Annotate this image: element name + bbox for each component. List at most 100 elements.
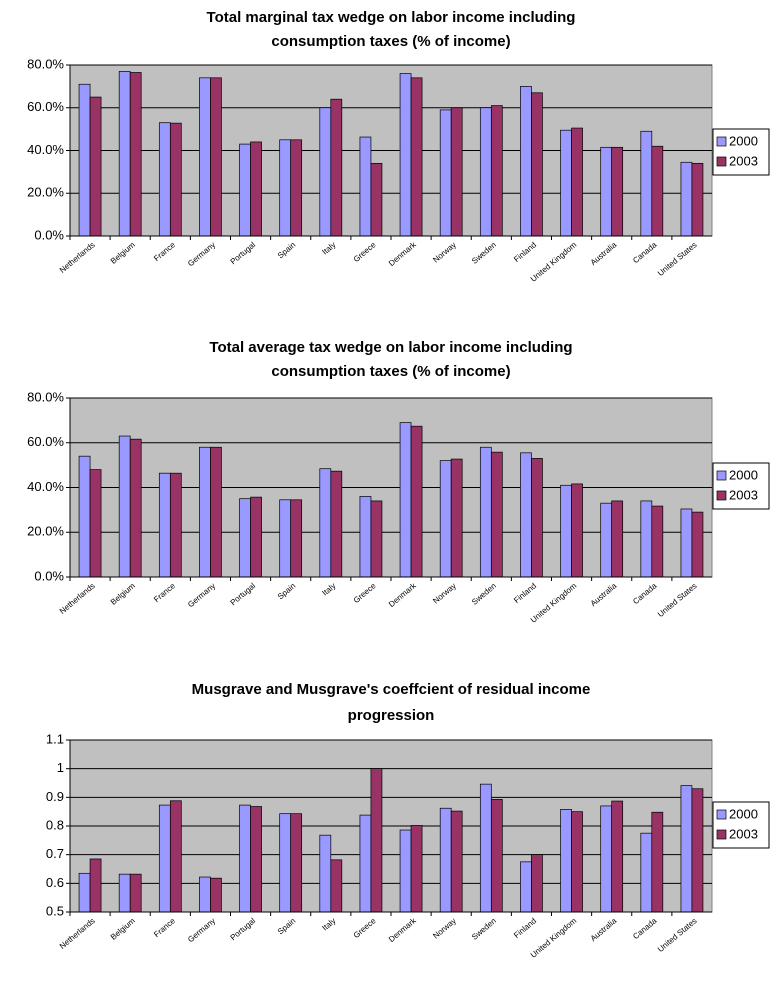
x-tick-label: Norway [431,581,458,605]
bar [169,800,182,913]
y-tick-label: 40.0% [27,142,64,157]
bar [359,496,372,578]
x-tick-label: Netherlands [58,916,97,951]
x-tick-label: Belgium [109,916,137,942]
x-tick-label: France [152,916,177,939]
bar [611,800,624,913]
chart-title: consumption taxes (% of income) [271,33,510,50]
bar [450,810,463,913]
legend-swatch [716,490,727,501]
bar [78,83,91,237]
bar [399,829,412,913]
bar [450,458,463,578]
bar [169,472,182,578]
legend-label: 2000 [729,133,758,148]
bar [680,785,693,913]
x-tick-label: Portugal [229,916,258,942]
chart-title: Total average tax wedge on labor income … [209,339,572,356]
bar [279,139,292,237]
bar [490,451,503,578]
legend-swatch [716,136,727,147]
y-tick-label: 0.0% [34,568,64,583]
bar [89,96,102,237]
y-tick-label: 0.9 [46,789,64,804]
bar [118,873,131,913]
bar [560,484,572,578]
bar [279,813,292,913]
y-tick-label: 0.7 [46,846,64,861]
x-tick-label: Spain [276,581,297,601]
x-tick-label: Greece [352,916,378,940]
bar [279,499,292,578]
bar [370,500,383,578]
x-tick-label: United States [656,916,699,954]
bar [560,129,572,237]
chart-title: Total marginal tax wedge on labor income… [207,9,576,26]
bar [78,455,91,578]
bar [651,811,664,913]
bar [199,446,211,578]
bar [479,446,492,578]
bar [250,806,262,913]
bar [560,809,572,913]
x-tick-label: Portugal [229,240,258,266]
x-tick-label: France [152,581,177,604]
bar [319,107,332,237]
bar [370,768,383,913]
bar [330,859,343,913]
x-tick-label: Germany [186,916,217,944]
bar [531,92,543,237]
bar [520,452,532,578]
y-tick-label: 0.5 [46,903,64,918]
bar [520,861,532,913]
legend-label: 2000 [729,806,758,821]
y-tick-label: 80.0% [27,56,64,71]
bar [439,109,452,237]
x-tick-label: Canada [631,240,659,265]
chart-title: Musgrave and Musgrave's coeffcient of re… [192,681,591,698]
y-tick-label: 60.0% [27,99,64,114]
x-tick-label: France [152,240,177,263]
y-tick-label: 1 [57,760,64,775]
legend-swatch [716,470,727,481]
legend-label: 2003 [729,826,758,841]
y-tick-label: 40.0% [27,479,64,494]
y-tick-label: 80.0% [27,389,64,404]
x-tick-label: Canada [631,581,659,606]
bar [210,877,222,913]
bar [531,854,543,913]
bar [520,86,532,237]
x-tick-label: Finland [512,240,538,264]
bar [571,127,583,237]
bar [640,500,653,578]
bar [680,508,693,578]
y-tick-label: 20.0% [27,524,64,539]
bar [290,139,303,237]
x-tick-label: Sweden [470,916,498,941]
bar [680,161,693,237]
x-tick-label: Finland [512,916,538,940]
bar [370,162,383,237]
bar [250,141,262,237]
x-tick-label: Denmark [387,240,418,268]
legend-label: 2003 [729,153,758,168]
bar [290,499,303,578]
bar [250,496,262,578]
y-tick-label: 0.0% [34,227,64,242]
bar [600,805,613,913]
bar [319,468,332,578]
legend-label: 2003 [729,487,758,502]
bar [330,470,343,578]
x-tick-label: Norway [431,240,458,264]
bar [600,146,613,237]
bar [450,107,463,237]
x-tick-label: Belgium [109,240,137,266]
legend-label: 2000 [729,467,758,482]
x-tick-label: Sweden [470,240,498,265]
bar [359,136,372,237]
x-tick-label: Australia [589,581,619,608]
bar [89,469,102,578]
y-tick-label: 1.1 [46,731,64,746]
bar [129,72,142,237]
